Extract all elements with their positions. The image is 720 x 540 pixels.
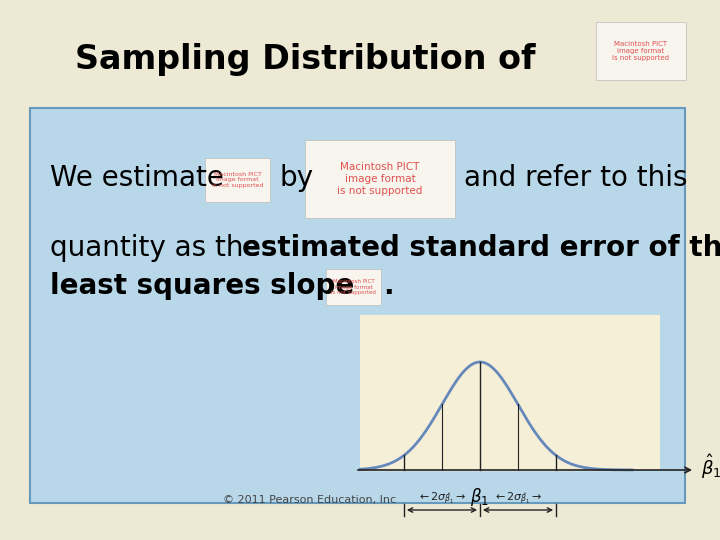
Text: estimated standard error of the: estimated standard error of the (242, 234, 720, 262)
Bar (205, 158, 270, 202)
Bar (305, 140, 455, 218)
Text: by: by (280, 164, 314, 192)
Bar (360, 315, 660, 470)
Text: Sampling Distribution of: Sampling Distribution of (75, 44, 536, 77)
Bar (596, 22, 686, 80)
Text: $\hat{\beta}_1$: $\hat{\beta}_1$ (701, 453, 720, 481)
Text: least squares slope: least squares slope (50, 272, 354, 300)
Text: Macintosh PICT
image format
is not supported: Macintosh PICT image format is not suppo… (212, 172, 264, 188)
Bar (326, 269, 381, 305)
Text: quantity as the: quantity as the (50, 234, 269, 262)
Text: Macintosh PICT
image format
is not supported: Macintosh PICT image format is not suppo… (331, 279, 376, 295)
Text: $\leftarrow 2\sigma_{\hat{\beta}_1} \rightarrow$: $\leftarrow 2\sigma_{\hat{\beta}_1} \rig… (417, 491, 467, 507)
Bar (30, 108, 685, 503)
Text: Macintosh PICT
image format
is not supported: Macintosh PICT image format is not suppo… (613, 41, 670, 61)
Text: © 2011 Pearson Education, Inc: © 2011 Pearson Education, Inc (223, 495, 397, 505)
Text: .: . (383, 272, 394, 300)
Text: $\beta_1$: $\beta_1$ (470, 486, 490, 508)
Text: We estimate: We estimate (50, 164, 224, 192)
Text: and refer to this: and refer to this (464, 164, 688, 192)
Text: Macintosh PICT
image format
is not supported: Macintosh PICT image format is not suppo… (337, 163, 423, 195)
Text: $\leftarrow 2\sigma_{\hat{\beta}_1} \rightarrow$: $\leftarrow 2\sigma_{\hat{\beta}_1} \rig… (493, 491, 543, 507)
